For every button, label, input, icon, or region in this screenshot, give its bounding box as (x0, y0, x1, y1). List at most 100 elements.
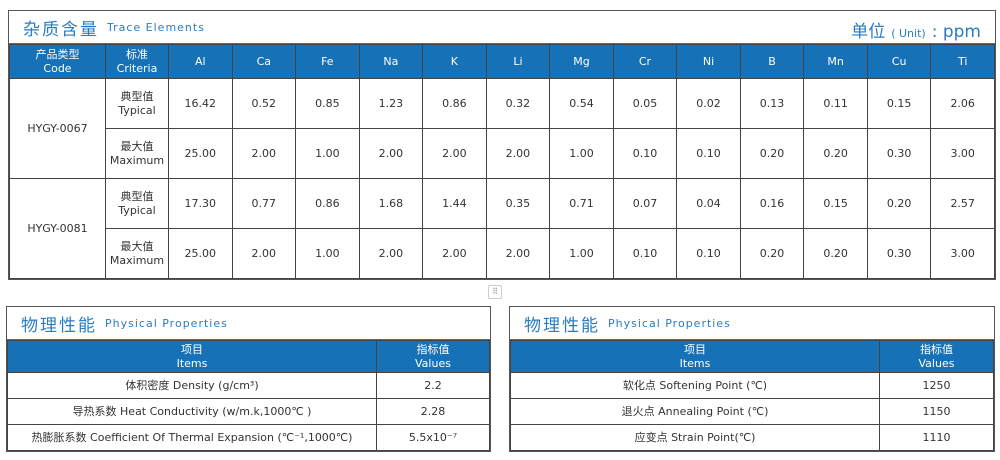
value-cell: 17.30 (168, 178, 233, 229)
header-criteria: 标准 Criteria (105, 44, 169, 79)
trace-table: 产品类型 Code 标准 Criteria Al Ca Fe Na K Li Mg Cr Ni B Mn… (9, 44, 995, 279)
value-cell: 0.07 (612, 178, 678, 229)
header-element: Cr (612, 44, 678, 79)
header-element: Ti (930, 44, 995, 79)
value-cell: 0.30 (866, 228, 932, 279)
physical-title: 物理性能 Physical Properties (7, 307, 490, 340)
trace-elements-panel: 杂质含量 Trace Elements 单位( Unit): ppm 产品类型 C… (8, 10, 996, 280)
value-cell: 2.00 (485, 228, 551, 279)
table-row: 最大值 Maximum 25.00 2.00 1.00 2.00 2.00 2.00 1.00 0… (10, 128, 995, 179)
value-cell: 0.15 (866, 78, 932, 129)
value-cell: 0.20 (803, 128, 868, 179)
value-cell: 1.00 (549, 228, 614, 279)
table-row: 应变点 Strain Point(℃) 1110 (510, 424, 994, 451)
value-cell: 0.52 (231, 78, 297, 129)
unit-label: 单位( Unit): ppm (851, 22, 981, 42)
value-cell: 0.05 (612, 78, 678, 129)
value-cell: 2.00 (485, 128, 551, 179)
header-element: K (422, 44, 487, 79)
value-cell: 0.20 (803, 228, 868, 279)
value-cell: 0.35 (485, 178, 551, 229)
value-cell: 0.02 (676, 78, 741, 129)
header-element: Fe (295, 44, 360, 79)
value-cell: 1.68 (358, 178, 424, 229)
item-cell: 体积密度 Density (g/cm³) (7, 372, 377, 399)
drag-handle-icon[interactable]: ⠿ (488, 285, 502, 299)
value-cell: 0.32 (485, 78, 551, 129)
value-cell: 1.23 (358, 78, 424, 129)
value-cell: 0.10 (612, 228, 678, 279)
value-cell: 0.20 (739, 228, 805, 279)
value-cell: 0.10 (676, 128, 741, 179)
value-cell: 2.00 (231, 228, 297, 279)
value-cell: 2.00 (231, 128, 297, 179)
value-cell: 0.04 (676, 178, 741, 229)
value-cell: 1110 (879, 424, 994, 451)
value-cell: 2.00 (358, 128, 424, 179)
table-row: HYGY-0067 典型值 Typical 16.42 0.52 0.85 1.23 0.86… (9, 78, 995, 179)
header-items: 项目 Items (7, 340, 377, 373)
value-cell: 0.30 (866, 128, 932, 179)
header-element: Al (168, 44, 233, 79)
value-cell: 2.06 (930, 78, 995, 129)
value-cell: 0.11 (803, 78, 868, 129)
criteria-cell: 最大值 Maximum (105, 228, 169, 279)
value-cell: 1.44 (422, 178, 487, 229)
header-values: 指标值 Values (376, 340, 490, 373)
item-cell: 应变点 Strain Point(℃) (510, 424, 880, 451)
table-row: 体积密度 Density (g/cm³) 2.2 (7, 372, 490, 399)
table-row: 热膨胀系数 Coefficient Of Thermal Expansion (… (7, 424, 490, 451)
value-cell: 1150 (879, 398, 994, 425)
header-element: Ni (676, 44, 741, 79)
value-cell: 2.2 (376, 372, 490, 399)
product-code: HYGY-0067 (9, 78, 106, 179)
physical-table: 项目 Items 指标值 Values 体积密度 Density (g/cm³) 2.2 导… (7, 340, 490, 451)
value-cell: 0.54 (549, 78, 614, 129)
header-element: Mg (549, 44, 614, 79)
header-element: Mn (803, 44, 868, 79)
header-element: Na (358, 44, 424, 79)
header-element: Ca (231, 44, 297, 79)
value-cell: 1250 (879, 372, 994, 399)
physical-properties-panel-1: 物理性能 Physical Properties 项目 Items 指标值 Values… (6, 306, 491, 452)
table-row: 退火点 Annealing Point (℃) 1150 (510, 398, 994, 425)
value-cell: 0.13 (739, 78, 805, 129)
item-cell: 热膨胀系数 Coefficient Of Thermal Expansion (… (7, 424, 377, 451)
table-row: 最大值 Maximum 25.00 2.00 1.00 2.00 2.00 2.00 1.00 0… (10, 228, 995, 279)
value-cell: 0.15 (803, 178, 868, 229)
value-cell: 0.16 (739, 178, 805, 229)
value-cell: 25.00 (168, 128, 233, 179)
table-row: 导热系数 Heat Conductivity (w/m.k,1000℃ ) 2.2… (7, 398, 490, 425)
item-cell: 导热系数 Heat Conductivity (w/m.k,1000℃ ) (7, 398, 377, 425)
criteria-cell: 典型值 Typical (105, 178, 169, 229)
value-cell: 2.57 (930, 178, 995, 229)
table-row: 软化点 Softening Point (℃) 1250 (510, 372, 994, 399)
value-cell: 0.77 (231, 178, 297, 229)
header-element: B (739, 44, 805, 79)
header-values: 指标值 Values (879, 340, 994, 373)
criteria-cell: 最大值 Maximum (105, 128, 169, 179)
value-cell: 3.00 (930, 228, 995, 279)
physical-properties-panel-2: 物理性能 Physical Properties 项目 Items 指标值 Values… (509, 306, 995, 452)
physical-table: 项目 Items 指标值 Values 软化点 Softening Point (℃) 1… (510, 340, 994, 451)
physical-title: 物理性能 Physical Properties (510, 307, 994, 340)
item-cell: 软化点 Softening Point (℃) (510, 372, 880, 399)
value-cell: 0.86 (295, 178, 360, 229)
value-cell: 5.5x10⁻⁷ (376, 424, 490, 451)
value-cell: 0.10 (676, 228, 741, 279)
value-cell: 2.00 (422, 228, 487, 279)
value-cell: 0.86 (422, 78, 487, 129)
header-element: Cu (866, 44, 932, 79)
value-cell: 1.00 (295, 228, 360, 279)
value-cell: 0.85 (295, 78, 360, 129)
value-cell: 2.00 (422, 128, 487, 179)
header-element: Li (485, 44, 551, 79)
value-cell: 3.00 (930, 128, 995, 179)
value-cell: 1.00 (549, 128, 614, 179)
trace-title: 杂质含量 Trace Elements 单位( Unit): ppm (9, 11, 995, 44)
value-cell: 1.00 (295, 128, 360, 179)
header-code: 产品类型 Code (9, 44, 106, 79)
item-cell: 退火点 Annealing Point (℃) (510, 398, 880, 425)
value-cell: 2.00 (358, 228, 424, 279)
product-code: HYGY-0081 (9, 178, 106, 279)
